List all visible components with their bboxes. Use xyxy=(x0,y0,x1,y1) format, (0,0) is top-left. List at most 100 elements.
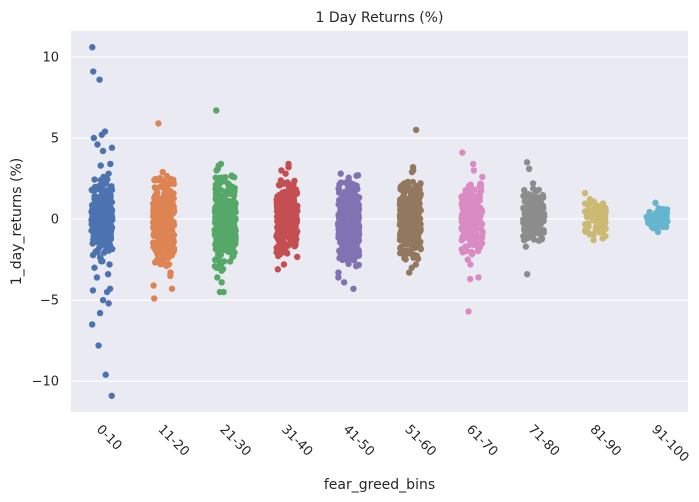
data-point xyxy=(404,225,412,232)
data-point xyxy=(397,232,404,239)
data-point xyxy=(215,190,222,197)
data-point xyxy=(95,342,102,349)
data-point xyxy=(156,200,163,208)
data-point xyxy=(343,243,350,250)
data-point xyxy=(158,234,166,241)
data-point xyxy=(105,300,112,307)
x-tick-label: 31-40 xyxy=(278,422,315,459)
data-point xyxy=(336,254,343,262)
data-point xyxy=(521,186,528,194)
data-point xyxy=(167,272,174,280)
data-point xyxy=(152,185,160,193)
data-point xyxy=(150,295,158,302)
data-point xyxy=(534,228,541,235)
data-point xyxy=(213,107,220,114)
data-point xyxy=(467,181,474,188)
data-point xyxy=(165,226,172,233)
data-point xyxy=(586,231,593,238)
data-point xyxy=(335,226,342,233)
data-point xyxy=(277,248,285,255)
data-point xyxy=(156,177,164,184)
data-point xyxy=(464,256,471,263)
data-point xyxy=(213,245,221,252)
data-point xyxy=(291,177,298,185)
data-point xyxy=(477,235,484,242)
data-point xyxy=(468,239,475,246)
data-point xyxy=(89,202,96,209)
data-point xyxy=(88,321,96,328)
data-point xyxy=(465,308,472,315)
data-point xyxy=(522,204,529,212)
data-point xyxy=(154,244,161,251)
data-point xyxy=(105,170,112,177)
data-point xyxy=(97,162,104,169)
data-point xyxy=(355,234,362,241)
data-point xyxy=(166,241,173,248)
data-point xyxy=(91,176,98,183)
x-tick-labels: 0-10 11-20 21-30 31-40 41-50 51-60 61-70 71-80 8… xyxy=(93,422,691,465)
x-tick-label: 91-100 xyxy=(648,422,691,465)
data-point xyxy=(404,219,411,226)
data-point xyxy=(408,168,416,176)
data-point xyxy=(99,258,106,265)
x-tick-label: 51-60 xyxy=(402,422,439,459)
data-point xyxy=(99,296,107,304)
data-point xyxy=(294,253,301,261)
data-point xyxy=(408,234,415,241)
data-point xyxy=(282,170,289,177)
data-point xyxy=(474,240,481,248)
data-point xyxy=(89,240,96,247)
data-point xyxy=(475,274,482,281)
data-point xyxy=(590,236,597,244)
data-point xyxy=(335,185,342,193)
data-point xyxy=(342,210,349,218)
data-point xyxy=(107,160,114,168)
data-point xyxy=(91,264,98,271)
data-point xyxy=(103,195,110,203)
data-point xyxy=(150,214,157,221)
data-point xyxy=(222,230,229,237)
data-point xyxy=(214,251,222,258)
data-point xyxy=(225,213,233,220)
data-point xyxy=(150,200,157,207)
data-point xyxy=(652,199,659,207)
data-point xyxy=(167,250,175,258)
data-point xyxy=(416,244,424,251)
y-tick-labels: 10 5 0 −5 −10 xyxy=(32,50,59,389)
data-points xyxy=(88,44,671,399)
data-point xyxy=(293,219,300,226)
data-point xyxy=(106,261,113,268)
data-point xyxy=(92,231,100,238)
data-point xyxy=(160,192,168,199)
data-point xyxy=(415,196,423,203)
data-point xyxy=(89,44,96,51)
data-point xyxy=(276,240,283,248)
data-point xyxy=(231,249,238,256)
data-point xyxy=(97,176,104,184)
data-point xyxy=(150,232,158,239)
data-point xyxy=(462,232,469,239)
data-point xyxy=(540,211,547,219)
data-point xyxy=(350,256,357,263)
x-tick-label: 21-30 xyxy=(216,422,253,459)
x-tick-label: 0-10 xyxy=(93,422,124,453)
data-point xyxy=(339,223,347,230)
data-point xyxy=(525,165,533,173)
x-tick-label: 71-80 xyxy=(525,422,562,459)
data-point xyxy=(408,264,415,271)
data-point xyxy=(214,240,222,247)
data-point xyxy=(416,181,424,189)
data-point xyxy=(592,223,600,231)
data-point xyxy=(522,215,530,222)
data-point xyxy=(162,261,169,269)
data-point xyxy=(274,266,282,273)
data-point xyxy=(89,219,96,227)
data-point xyxy=(154,255,161,263)
data-point xyxy=(107,184,114,192)
data-point xyxy=(652,210,660,217)
data-point xyxy=(522,243,530,250)
data-point xyxy=(106,242,114,250)
data-point xyxy=(400,194,407,201)
data-point xyxy=(280,261,288,268)
data-point xyxy=(469,160,477,168)
